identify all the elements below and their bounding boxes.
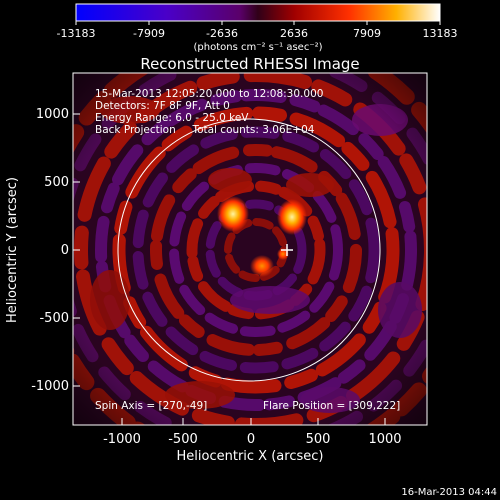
x-axis-label: Heliocentric X (arcsec) xyxy=(177,449,324,464)
y-axis-label: Heliocentric Y (arcsec) xyxy=(5,177,20,323)
info-line: 15-Mar-2013 12:05:20.000 to 12:08:30.000 xyxy=(95,88,323,100)
rhessi-image xyxy=(73,73,427,425)
y-tick-label: -500 xyxy=(39,311,69,326)
colorbar-tick-label: 13183 xyxy=(423,27,458,40)
x-axis-ticks xyxy=(121,418,386,425)
plot-frame xyxy=(72,72,428,426)
colorbar-tick-label: 2636 xyxy=(280,27,308,40)
colorbar-tick-label: -7909 xyxy=(133,27,165,40)
info-block: 15-Mar-2013 12:05:20.000 to 12:08:30.000… xyxy=(95,88,323,136)
y-tick-label: 500 xyxy=(44,175,69,190)
spin-axis-cross-icon xyxy=(281,244,293,256)
info-line: Back Projection Total counts: 3.06E+04 xyxy=(95,124,315,136)
colorbar-tick-label: -13183 xyxy=(57,27,96,40)
colorbar-ticks xyxy=(75,21,441,25)
x-tick-label: 0 xyxy=(247,432,255,447)
x-tick-label: 500 xyxy=(306,432,331,447)
info-line: Detectors: 7F 8F 9F, Att 0 xyxy=(95,100,230,112)
colorbar-tick-label: -2636 xyxy=(206,27,238,40)
spin-axis-label: Spin Axis = [270,-49] xyxy=(95,400,207,412)
y-tick-label: 0 xyxy=(61,243,69,258)
x-tick-label: -500 xyxy=(168,432,198,447)
y-tick-label: 1000 xyxy=(36,107,69,122)
y-tick-label: -1000 xyxy=(31,379,69,394)
x-tick-label: -1000 xyxy=(103,432,141,447)
footer-timestamp: 16-Mar-2013 04:44 xyxy=(401,487,497,498)
y-axis-ticks xyxy=(73,113,80,387)
plot-title: Reconstructed RHESSI Image xyxy=(140,55,359,73)
flare-position-label: Flare Position = [309,222] xyxy=(263,400,400,412)
solar-limb-circle xyxy=(117,118,381,382)
colorbar xyxy=(75,3,441,22)
info-line: Energy Range: 6.0 - 25.0 keV xyxy=(95,112,249,124)
colorbar-units: (photons cm⁻² s⁻¹ asec⁻²) xyxy=(193,42,322,53)
colorbar-tick-label: 7909 xyxy=(353,27,381,40)
x-tick-label: 1000 xyxy=(368,432,401,447)
